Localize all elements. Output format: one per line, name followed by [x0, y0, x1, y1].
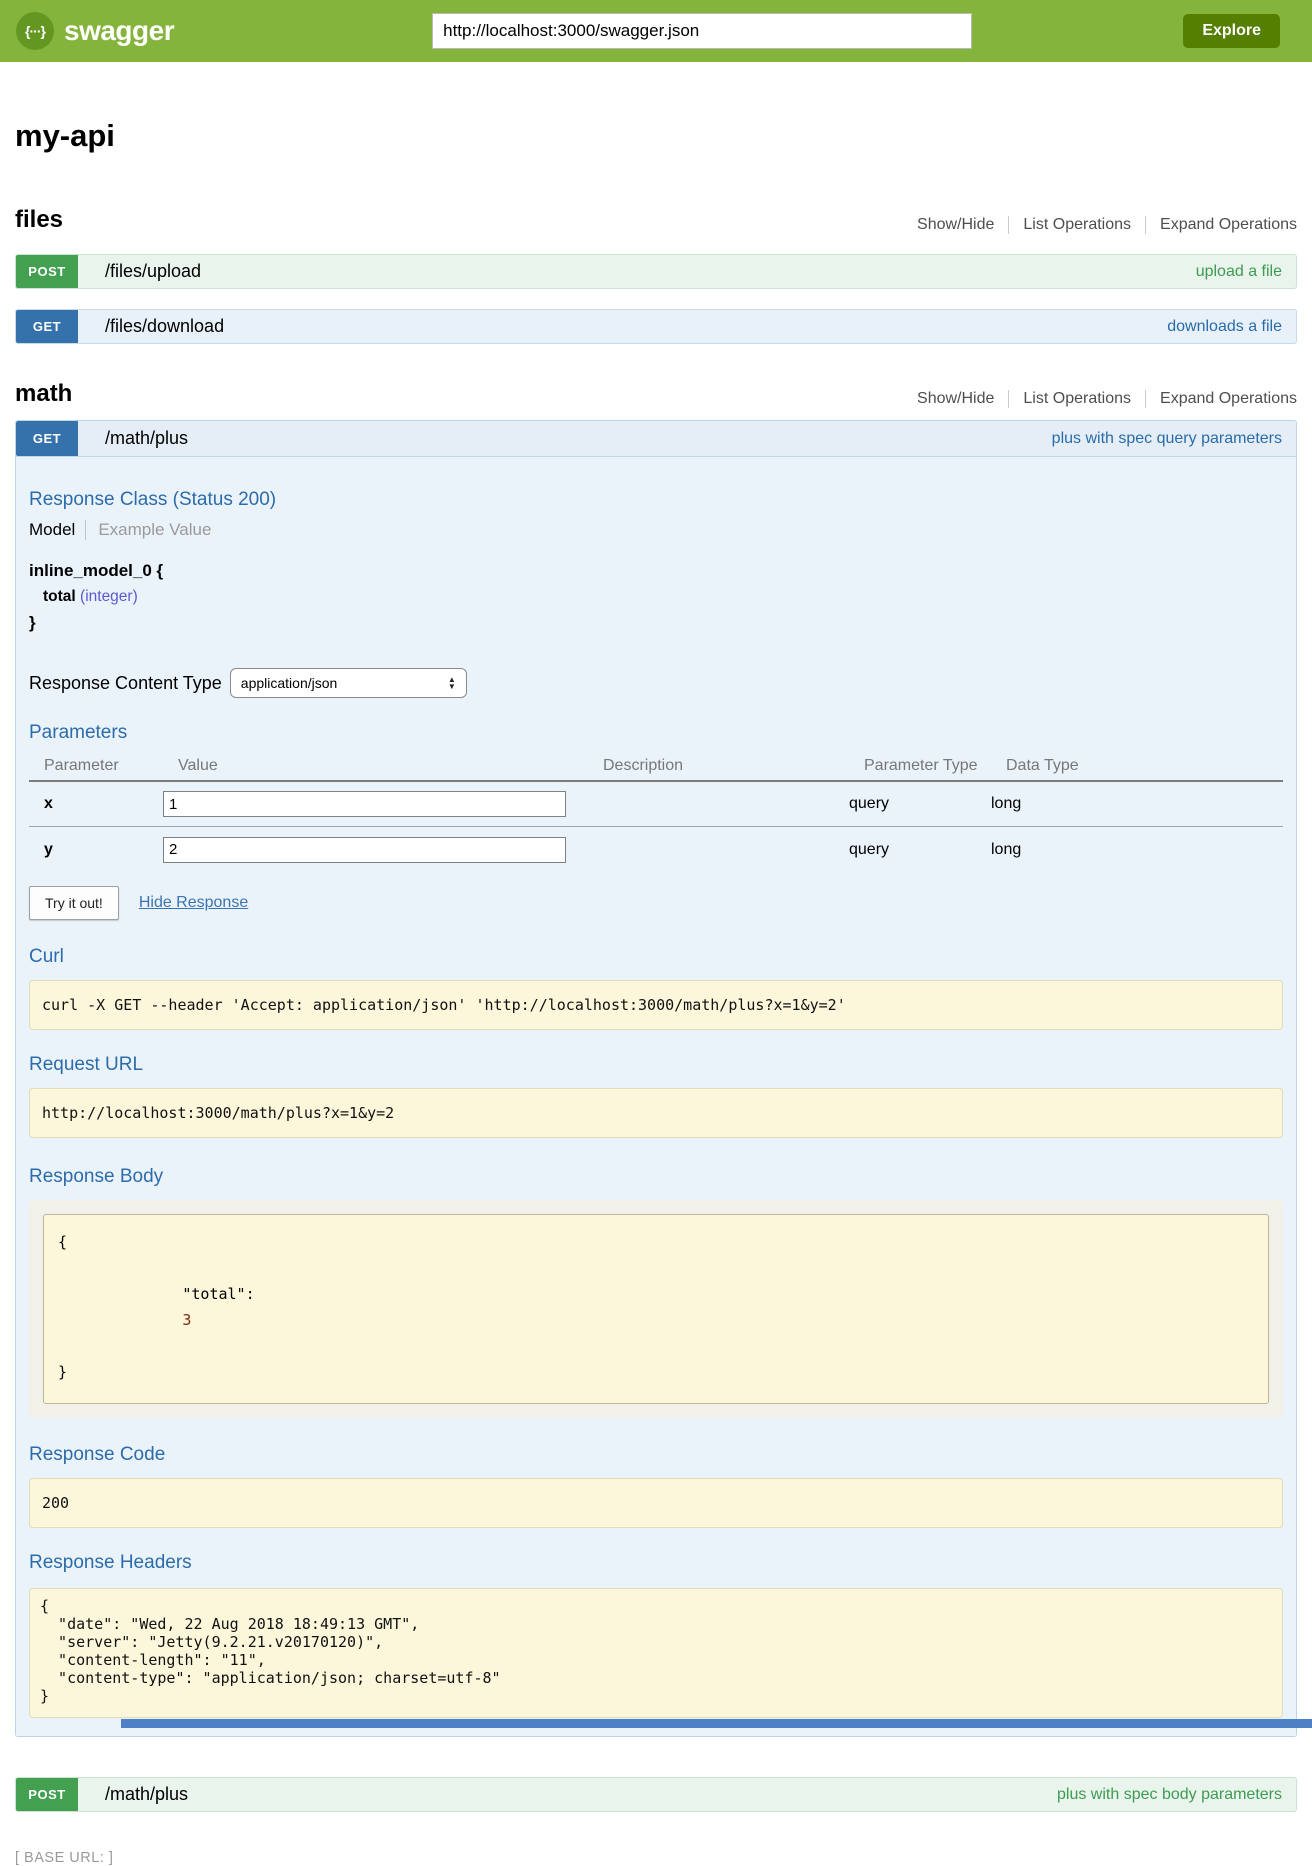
- files-section-title: files: [15, 206, 64, 233]
- get-method-badge: GET: [16, 310, 78, 343]
- parameter-row-y: y query long: [29, 827, 1283, 872]
- parameter-data-type: long: [991, 795, 1022, 812]
- parameters-heading: Parameters: [29, 722, 128, 743]
- endpoint-summary-link[interactable]: plus with spec query parameters: [1051, 429, 1282, 447]
- spec-url-input[interactable]: [432, 13, 973, 49]
- model-property-name: total: [43, 588, 76, 605]
- math-section-controls: Show/Hide List Operations Expand Operati…: [903, 390, 1297, 408]
- top-header-bar: {···} swagger Explore: [0, 0, 1312, 62]
- bottom-bar: [121, 1719, 1312, 1728]
- api-title: my-api: [15, 118, 115, 153]
- curl-command-block: curl -X GET --header 'Accept: applicatio…: [29, 980, 1283, 1030]
- response-body-json: { "total": 3 }: [43, 1214, 1269, 1404]
- post-method-badge: POST: [16, 1778, 78, 1811]
- list-operations-link[interactable]: List Operations: [1009, 390, 1147, 408]
- selected-content-type: application/json: [240, 675, 338, 691]
- request-url-heading: Request URL: [29, 1054, 144, 1075]
- response-content-type-label: Response Content Type: [29, 672, 222, 693]
- operation-get-math-plus: GET /math/plus plus with spec query para…: [15, 420, 1297, 1737]
- parameter-type: query: [849, 795, 890, 812]
- endpoint-row-post-files-upload[interactable]: POST /files/upload upload a file: [15, 254, 1297, 289]
- parameter-x-input[interactable]: [163, 791, 566, 817]
- response-headers-heading: Response Headers: [29, 1552, 192, 1573]
- parameter-name: x: [44, 795, 53, 812]
- col-parameter-type: Parameter Type: [864, 757, 978, 774]
- show-hide-link[interactable]: Show/Hide: [903, 216, 1010, 234]
- parameter-data-type: long: [991, 840, 1022, 858]
- col-data-type: Data Type: [1006, 757, 1079, 774]
- parameters-table: Parameter Value Description Parameter Ty…: [29, 752, 1283, 872]
- parameter-type: query: [849, 840, 890, 858]
- json-value: 3: [182, 1311, 192, 1329]
- show-hide-link[interactable]: Show/Hide: [903, 390, 1010, 408]
- explore-button[interactable]: Explore: [1183, 14, 1280, 48]
- try-row: Try it out! Hide Response: [29, 886, 1283, 920]
- parameter-row-x: x query long: [29, 782, 1283, 827]
- col-description: Description: [603, 757, 684, 774]
- tab-example-value[interactable]: Example Value: [98, 520, 212, 539]
- col-parameter: Parameter: [44, 757, 119, 774]
- files-section-header: files Show/Hide List Operations Expand O…: [15, 206, 1297, 234]
- list-operations-link[interactable]: List Operations: [1009, 216, 1147, 234]
- json-total-line: "total": 3: [58, 1255, 1254, 1359]
- endpoint-path[interactable]: /math/plus: [105, 428, 189, 448]
- endpoint-path[interactable]: /files/upload: [105, 261, 202, 281]
- math-section-title: math: [15, 380, 73, 407]
- endpoint-summary-link[interactable]: upload a file: [1195, 262, 1282, 280]
- parameters-table-header: Parameter Value Description Parameter Ty…: [29, 752, 1283, 782]
- operation-content: Response Class (Status 200) Model Exampl…: [16, 457, 1296, 1736]
- content-area: my-api files Show/Hide List Operations E…: [0, 118, 1312, 1866]
- response-class-heading: Response Class (Status 200): [29, 489, 277, 510]
- endpoint-summary-link[interactable]: plus with spec body parameters: [1057, 1785, 1282, 1803]
- try-it-out-button[interactable]: Try it out!: [29, 886, 119, 920]
- curl-heading: Curl: [29, 946, 64, 967]
- json-close-brace: }: [58, 1363, 68, 1381]
- response-code-heading: Response Code: [29, 1444, 166, 1465]
- brand-name: swagger: [64, 15, 175, 46]
- endpoint-row-post-math-plus[interactable]: POST /math/plus plus with spec body para…: [15, 1777, 1297, 1812]
- model-close-brace: }: [29, 613, 36, 632]
- model-tabs: Model Example Value: [29, 520, 1283, 540]
- get-method-badge: GET: [16, 421, 78, 456]
- endpoint-row-get-files-download[interactable]: GET /files/download downloads a file: [15, 309, 1297, 344]
- swagger-brand-link[interactable]: {···} swagger: [16, 12, 175, 50]
- response-code-block: 200: [29, 1478, 1283, 1528]
- model-name: inline_model_0 {: [29, 561, 164, 580]
- expand-operations-link[interactable]: Expand Operations: [1160, 216, 1297, 233]
- base-url-footer: [ BASE URL: ]: [15, 1850, 114, 1866]
- response-body-container: { "total": 3 }: [29, 1200, 1283, 1418]
- request-url-block: http://localhost:3000/math/plus?x=1&y=2: [29, 1088, 1283, 1138]
- json-open-brace: {: [58, 1233, 68, 1251]
- files-section-controls: Show/Hide List Operations Expand Operati…: [903, 216, 1297, 234]
- math-section-header: math Show/Hide List Operations Expand Op…: [15, 380, 1297, 408]
- expand-operations-link[interactable]: Expand Operations: [1160, 390, 1297, 407]
- post-method-badge: POST: [16, 255, 78, 288]
- response-content-type-select[interactable]: application/json ▲ ▼: [229, 668, 467, 698]
- endpoint-path[interactable]: /math/plus: [105, 1784, 189, 1804]
- endpoint-path[interactable]: /files/download: [105, 316, 225, 336]
- swagger-logo-icon: {···}: [16, 12, 54, 50]
- parameter-name: y: [44, 840, 53, 858]
- model-signature: inline_model_0 { total (integer) }: [29, 558, 1283, 636]
- col-value: Value: [178, 757, 218, 774]
- select-arrows-icon: ▲ ▼: [447, 675, 456, 691]
- endpoint-summary-link[interactable]: downloads a file: [1167, 317, 1282, 335]
- model-property-type: (integer): [80, 588, 138, 605]
- response-body-heading: Response Body: [29, 1166, 164, 1187]
- hide-response-link[interactable]: Hide Response: [138, 894, 249, 911]
- parameter-y-input[interactable]: [163, 836, 566, 863]
- model-property-line: total (integer): [29, 584, 1283, 610]
- response-content-type-row: Response Content Type application/json ▲…: [29, 668, 1283, 698]
- json-key: "total":: [182, 1285, 255, 1303]
- response-headers-block: { "date": "Wed, 22 Aug 2018 18:49:13 GMT…: [29, 1588, 1283, 1718]
- tab-model[interactable]: Model: [29, 520, 87, 540]
- operation-header-row[interactable]: GET /math/plus plus with spec query para…: [16, 421, 1296, 457]
